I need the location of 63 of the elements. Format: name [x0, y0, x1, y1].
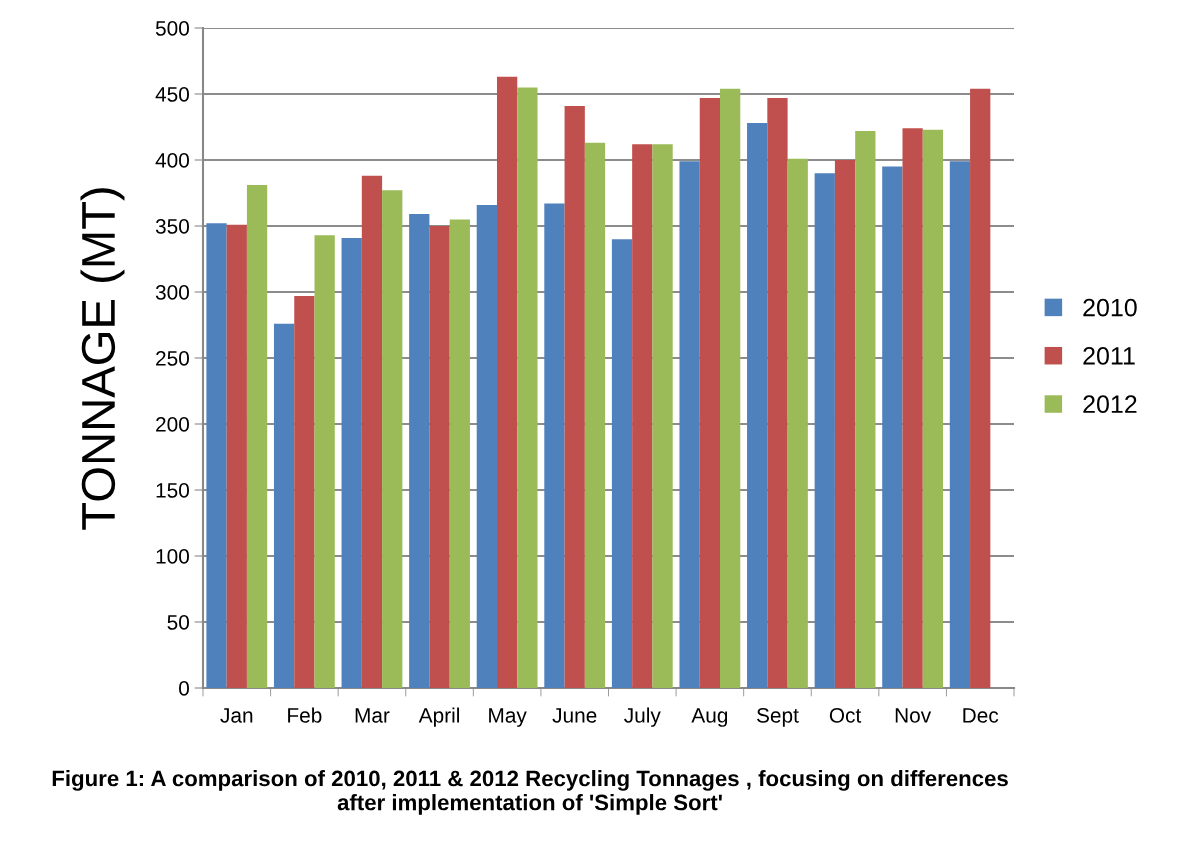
bar [584, 142, 606, 688]
bar [226, 224, 247, 688]
legend-label: 2010 [1083, 298, 1137, 317]
y-tick-label: 50 [167, 615, 189, 630]
bar [855, 130, 876, 688]
bar [273, 323, 295, 688]
bar [564, 105, 585, 688]
bar [409, 214, 430, 688]
bar [517, 87, 538, 688]
legend-label: 2011 [1083, 347, 1135, 365]
bar [767, 97, 788, 688]
x-tick-label: Sept [756, 707, 799, 727]
x-tick-label: Dec [963, 708, 999, 723]
x-tick-label: July [624, 707, 661, 727]
x-tick-label: June [552, 708, 597, 723]
x-tick-label: Oct [829, 707, 862, 723]
x-tick-label: April [418, 707, 459, 727]
y-tick-label: 200 [156, 417, 189, 432]
y-tick-label: 150 [156, 483, 189, 498]
bar [882, 166, 903, 688]
legend-label: 2012 [1083, 395, 1137, 414]
x-tick-label: May [489, 708, 527, 727]
y-tick-label: 100 [156, 549, 189, 564]
bar [496, 76, 518, 688]
y-tick-label: 250 [156, 351, 189, 366]
y-tick-label: 450 [155, 87, 189, 102]
x-tick-label: Feb [288, 707, 322, 723]
bar [902, 128, 923, 688]
bar [382, 190, 403, 688]
bar [544, 203, 565, 688]
x-tick-label: Aug [691, 708, 728, 727]
bar [294, 295, 315, 688]
x-tick-label: Nov [895, 708, 932, 723]
caption: Figure 1: A comparison of 2010, 2011 & 2012 Recycling Tonnages , focusing on differences after implementation of 'Simple Sort' [52, 770, 1008, 815]
bar [632, 144, 653, 688]
y-tick-label: 500 [155, 21, 189, 36]
bar [922, 129, 944, 688]
bar [652, 144, 673, 688]
bar [814, 173, 835, 688]
bar [949, 161, 971, 688]
bar [361, 175, 383, 688]
bar [246, 185, 268, 688]
bar [429, 226, 450, 688]
bar [314, 235, 335, 688]
y-tick-label: 350 [155, 219, 189, 234]
bar [611, 239, 633, 688]
bar [747, 123, 768, 688]
bar [341, 237, 362, 688]
bar [206, 223, 227, 688]
bar [476, 204, 497, 688]
bar [679, 161, 700, 688]
y-tick-label: 400 [155, 153, 189, 168]
y-axis-title: TONNAGE (MT) [80, 188, 125, 530]
bar [970, 88, 991, 688]
bar [699, 97, 721, 688]
bar [834, 160, 856, 688]
bar [720, 88, 741, 688]
x-tick-label: Mar [355, 708, 390, 723]
y-tick-label: 0 [179, 681, 189, 696]
bar [787, 158, 808, 688]
x-tick-label: Jan [220, 708, 253, 723]
y-tick-label: 300 [155, 285, 189, 300]
bar [449, 219, 470, 688]
